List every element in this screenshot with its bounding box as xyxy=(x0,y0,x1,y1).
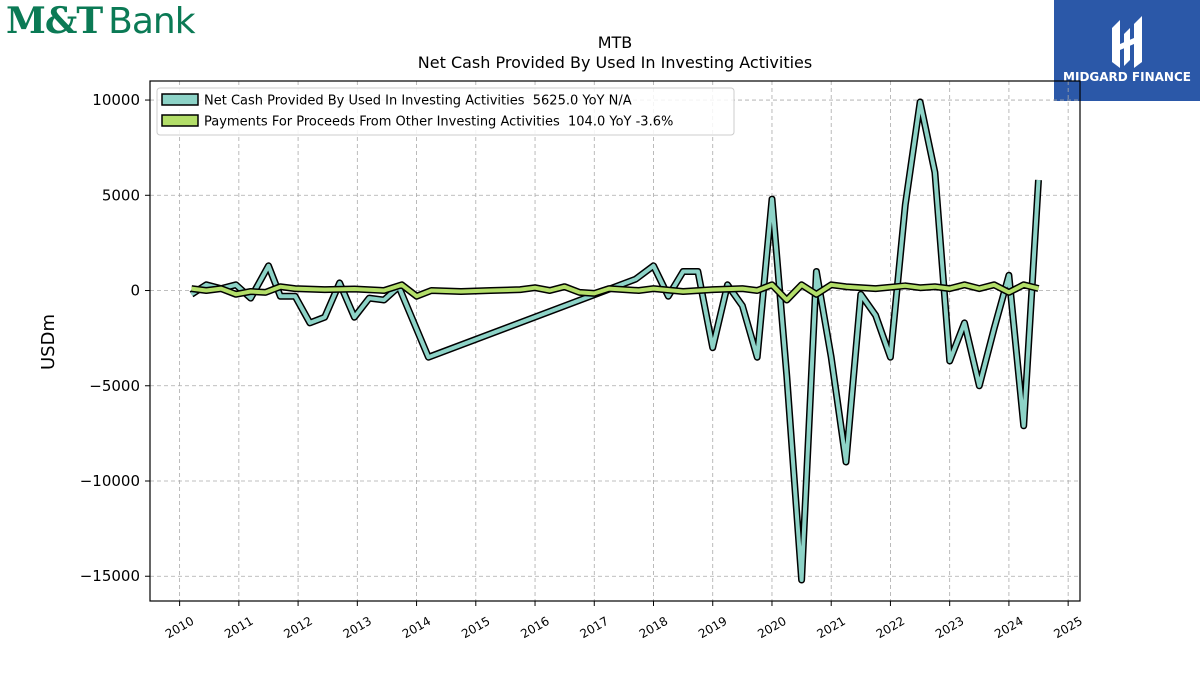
y-tick-label: −15000 xyxy=(80,567,140,585)
chart-title: MTB xyxy=(598,33,633,52)
x-tick-label: 2024 xyxy=(992,614,1025,641)
brand-logo-mt: M&T xyxy=(6,0,103,42)
legend: Net Cash Provided By Used In Investing A… xyxy=(156,87,735,136)
y-axis-label: USDm xyxy=(38,314,59,370)
y-tick-label: 5000 xyxy=(102,186,140,204)
midgard-finance-badge: MIDGARD FINANCE xyxy=(1054,0,1200,101)
x-tick-label: 2019 xyxy=(696,614,729,641)
x-tick-label: 2010 xyxy=(163,614,196,641)
x-tick-label: 2021 xyxy=(814,614,847,641)
brand-logo: M&T Bank xyxy=(6,0,196,42)
series-line-0 xyxy=(190,100,1041,582)
midgard-logo-icon xyxy=(1112,16,1142,68)
x-tick-label: 2022 xyxy=(874,614,907,641)
y-tick-label: −10000 xyxy=(80,472,140,490)
legend-swatch-1 xyxy=(161,114,199,127)
x-tick-label: 2025 xyxy=(1051,614,1084,641)
x-tick-label: 2012 xyxy=(281,614,314,641)
legend-label-1: Payments For Proceeds From Other Investi… xyxy=(204,115,673,130)
x-tick-label: 2016 xyxy=(518,614,551,641)
brand-logo-bank: Bank xyxy=(108,1,195,42)
x-tick-label: 2011 xyxy=(222,614,255,641)
y-tick-label: 0 xyxy=(130,282,140,300)
series-line-1 xyxy=(191,282,1039,302)
x-tick-label: 2020 xyxy=(755,614,788,641)
legend-box xyxy=(156,87,735,136)
plot-frame xyxy=(149,80,1081,602)
chart-subtitle: Net Cash Provided By Used In Investing A… xyxy=(418,53,812,72)
x-tick-label: 2023 xyxy=(933,614,966,641)
x-tick-label: 2018 xyxy=(637,614,670,641)
y-tick-label: −5000 xyxy=(89,377,140,395)
legend-swatch-0 xyxy=(161,93,199,106)
grid xyxy=(150,81,1080,601)
badge-text: MIDGARD FINANCE xyxy=(1063,70,1191,84)
x-tick-label: 2013 xyxy=(341,614,374,641)
x-tick-label: 2017 xyxy=(578,614,611,641)
y-tick-label: 10000 xyxy=(92,91,140,109)
legend-label-0: Net Cash Provided By Used In Investing A… xyxy=(204,94,632,109)
x-tick-label: 2015 xyxy=(459,614,492,641)
series-lines xyxy=(189,98,1042,584)
x-tick-label: 2014 xyxy=(400,614,433,641)
